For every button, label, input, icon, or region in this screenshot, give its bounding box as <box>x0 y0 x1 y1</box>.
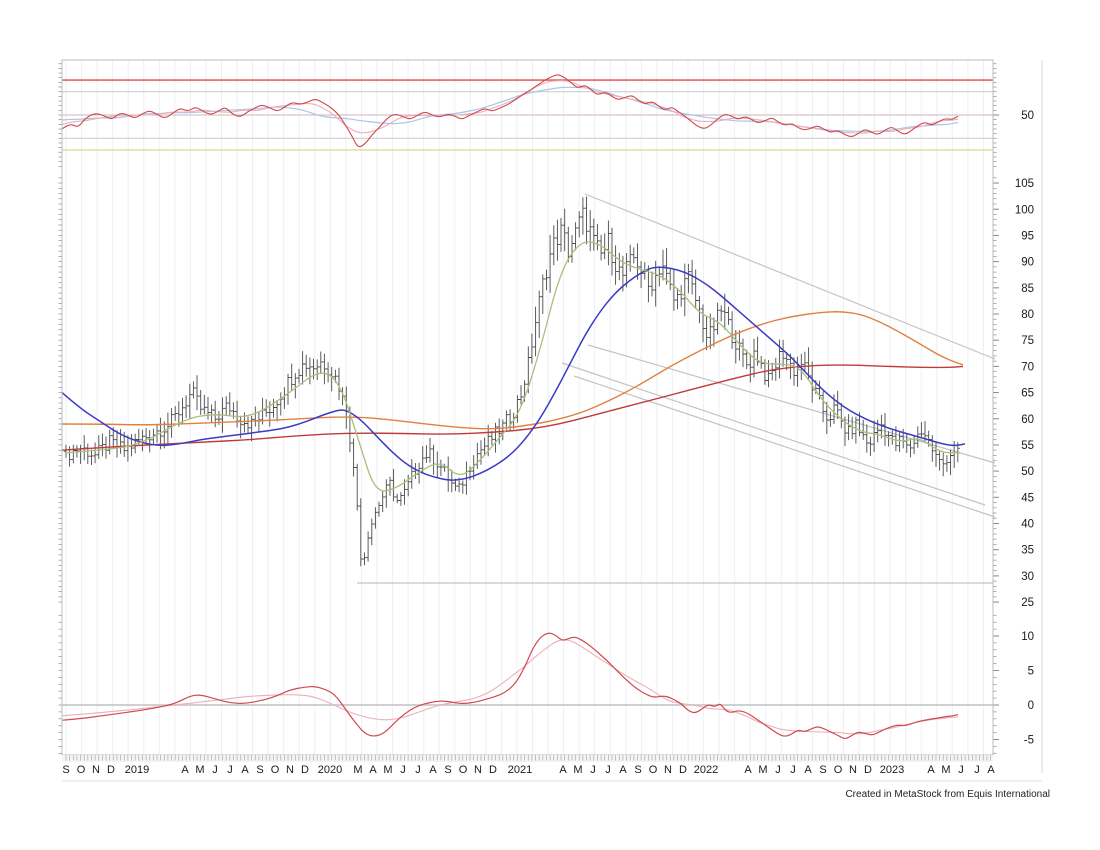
y-axis-label: 55 <box>1021 440 1034 452</box>
y-axis-label: 95 <box>1021 230 1034 242</box>
y-axis-label: 30 <box>1021 571 1034 583</box>
x-axis-label: J <box>227 764 233 776</box>
x-axis-label: A <box>429 764 437 776</box>
macd-signal-line <box>61 639 959 735</box>
panel-frame <box>61 59 994 756</box>
ohlc-bars <box>63 196 960 567</box>
price-panel <box>61 196 966 567</box>
x-axis-label: O <box>459 764 468 776</box>
x-axis-label: J <box>605 764 611 776</box>
x-axis-label: D <box>864 764 872 776</box>
y-axis-label: 10 <box>1021 631 1034 643</box>
oscillator-panel <box>61 74 959 148</box>
price-ma-medium-line <box>61 266 966 481</box>
x-axis-label: J <box>212 764 218 776</box>
x-axis-label: J <box>974 764 980 776</box>
x-axis-label: D <box>489 764 497 776</box>
x-axis-label: O <box>77 764 86 776</box>
price-axis: 105 100 95 90 85 80 75 70 65 60 55 50 45 40 35 30 25 <box>58 177 1034 609</box>
price-ma-slow-line <box>61 364 964 451</box>
x-axis-label: J <box>590 764 596 776</box>
x-axis-label: O <box>271 764 280 776</box>
x-axis-label: J <box>415 764 421 776</box>
y-axis-label: 80 <box>1021 309 1034 321</box>
x-axis-label: D <box>679 764 687 776</box>
y-axis-label: 65 <box>1021 388 1034 400</box>
x-axis-label: 2023 <box>880 764 904 776</box>
macd-main-line <box>61 632 959 740</box>
x-axis-label: N <box>474 764 482 776</box>
y-axis-label: -5 <box>1024 735 1034 747</box>
y-axis-label: 90 <box>1021 257 1034 269</box>
credit-text: Created in MetaStock from Equis Internat… <box>845 789 1050 800</box>
x-axis-label: 2022 <box>694 764 718 776</box>
y-axis-label: 105 <box>1015 178 1034 190</box>
y-axis-label: 5 <box>1028 666 1034 678</box>
x-axis-label: A <box>559 764 567 776</box>
x-axis-label: D <box>301 764 309 776</box>
oscillator-smooth-wide-line <box>61 86 959 133</box>
macd-axis: 10 5 0 -5 <box>58 614 1034 754</box>
x-axis-label: O <box>649 764 658 776</box>
x-axis-label: A <box>619 764 627 776</box>
x-axis-label: S <box>819 764 826 776</box>
x-axis-label: N <box>664 764 672 776</box>
x-axis-label: S <box>256 764 263 776</box>
x-axis-label: A <box>744 764 752 776</box>
y-axis-label: 50 <box>1021 466 1034 478</box>
x-axis-label: D <box>107 764 115 776</box>
x-axis-label: N <box>92 764 100 776</box>
y-axis-label: 70 <box>1021 361 1034 373</box>
price-ma-long-line <box>61 311 964 430</box>
x-axis-label: A <box>181 764 189 776</box>
trendlines <box>357 193 996 584</box>
x-axis-label: J <box>400 764 406 776</box>
y-axis-label: 50 <box>1021 110 1034 122</box>
x-axis-label: 2021 <box>508 764 532 776</box>
x-axis-label: A <box>804 764 812 776</box>
x-axis-label: M <box>353 764 362 776</box>
y-axis-label: 25 <box>1021 597 1034 609</box>
y-axis-label: 100 <box>1015 204 1034 216</box>
x-axis-label: M <box>383 764 392 776</box>
oscillator-main-line <box>61 74 959 148</box>
x-axis-label: J <box>790 764 796 776</box>
x-axis-label: J <box>958 764 964 776</box>
x-axis-label: M <box>573 764 582 776</box>
month-gridlines <box>65 60 984 755</box>
x-axis-label: 2019 <box>125 764 149 776</box>
oscillator-signal-line <box>61 80 959 134</box>
y-axis-label: 85 <box>1021 283 1034 295</box>
y-axis-label: 0 <box>1028 700 1034 712</box>
x-axis-label: O <box>834 764 843 776</box>
y-axis-label: 45 <box>1021 492 1034 504</box>
y-axis-label: 75 <box>1021 335 1034 347</box>
x-axis-label: A <box>927 764 935 776</box>
x-axis-label: 2020 <box>318 764 342 776</box>
x-axis-label: J <box>775 764 781 776</box>
indicator-bands <box>62 79 993 706</box>
x-axis-label: S <box>634 764 641 776</box>
macd-panel <box>61 632 959 740</box>
x-axis-label: M <box>941 764 950 776</box>
y-axis-label: 35 <box>1021 545 1034 557</box>
x-axis-label: A <box>369 764 377 776</box>
y-axis-label: 60 <box>1021 414 1034 426</box>
oscillator-axis: 50 <box>58 63 1034 167</box>
x-axis-label: M <box>758 764 767 776</box>
x-axis-label: M <box>195 764 204 776</box>
x-axis-label: N <box>849 764 857 776</box>
x-axis-label: A <box>241 764 249 776</box>
x-axis-label: S <box>62 764 69 776</box>
x-axis-label: A <box>987 764 995 776</box>
x-axis-label: N <box>286 764 294 776</box>
x-axis: S O N D 2019 A M J J A S O N D 2020 M A M J J A S O N D 2021 A M J J A… <box>62 755 995 776</box>
x-axis-label: S <box>444 764 451 776</box>
outer-frame <box>62 60 1043 782</box>
y-axis-label: 40 <box>1021 519 1034 531</box>
price-ma-fast-line <box>65 241 960 492</box>
